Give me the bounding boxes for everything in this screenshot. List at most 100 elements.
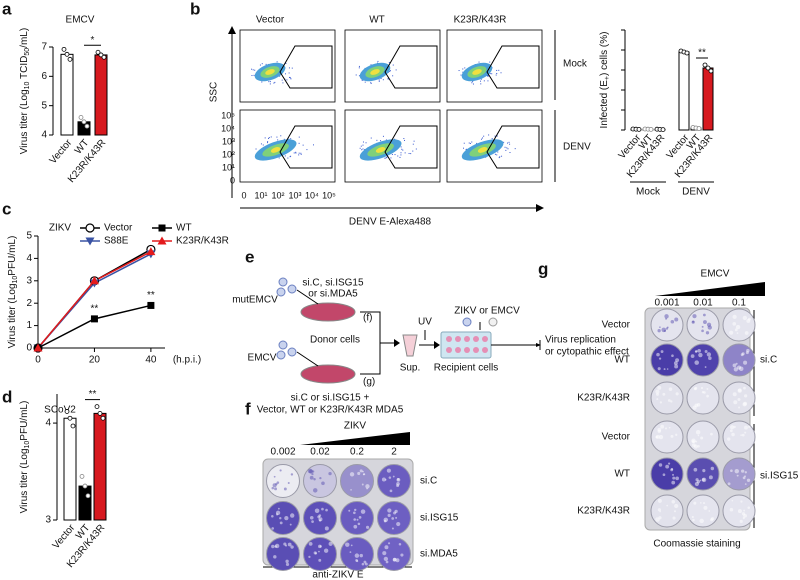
plaque <box>321 507 324 511</box>
well <box>266 464 300 498</box>
plaque <box>701 325 704 328</box>
event-dot <box>370 82 372 84</box>
event-dot <box>488 134 490 136</box>
event-dot <box>302 144 304 146</box>
event-dot <box>400 152 402 154</box>
event-dot <box>380 140 382 142</box>
plaque <box>350 544 353 547</box>
event-dot <box>377 60 379 62</box>
event-dot <box>264 137 266 139</box>
event-dot <box>412 150 414 152</box>
plaque <box>744 425 748 430</box>
plaque <box>673 510 677 513</box>
event-dot <box>312 144 314 146</box>
plaque <box>290 513 295 518</box>
plaque <box>741 433 745 437</box>
panel-label: a <box>2 0 12 18</box>
label: ZIKV or EMCV <box>454 306 520 317</box>
plaque <box>744 471 747 474</box>
gate <box>486 125 540 169</box>
row-label: WT <box>614 469 630 480</box>
event-dot <box>385 139 387 141</box>
replicate-dot <box>705 65 711 71</box>
x-tick-label: 10³ <box>288 190 301 200</box>
event-dot <box>360 145 362 147</box>
arrow-head <box>536 343 541 347</box>
chart-title: EMCV <box>66 15 95 26</box>
bar <box>678 51 690 131</box>
plaque <box>276 513 279 516</box>
plaque <box>657 508 661 512</box>
plaque <box>312 470 315 473</box>
event-dot <box>408 152 410 154</box>
plaque <box>740 434 743 437</box>
y-axis-label-part: Infected (E <box>599 80 610 129</box>
well <box>340 464 374 498</box>
event-dot <box>300 152 302 154</box>
event-dot <box>400 154 402 156</box>
event-dot <box>261 81 263 83</box>
well <box>650 308 684 342</box>
plaque <box>313 488 318 493</box>
plaque <box>311 520 314 523</box>
plate-f: ZIKV 0.002 0.02 0.2 2 si.C si.ISG15 si.M… <box>263 421 459 580</box>
plaque <box>699 479 702 482</box>
group-label: Mock <box>636 187 661 198</box>
plaque <box>321 481 325 486</box>
event-dot <box>469 142 471 144</box>
plaque <box>353 511 356 515</box>
plaque <box>675 476 680 481</box>
connector <box>296 289 396 375</box>
panel-label: b <box>190 0 200 18</box>
plaque <box>694 403 699 408</box>
plaque <box>701 391 705 394</box>
x-tick-label: 0 <box>35 355 41 366</box>
event-dot <box>281 79 283 81</box>
event-dot <box>394 154 396 156</box>
event-dot <box>464 67 466 69</box>
plaque <box>695 350 698 353</box>
panel-label: g <box>538 259 548 278</box>
plaque <box>318 550 320 553</box>
marker <box>146 247 156 256</box>
label: mutEMCV <box>232 295 278 306</box>
plaque <box>659 326 661 329</box>
plaque <box>674 317 679 322</box>
event-dot <box>268 138 270 140</box>
replicate-dot <box>81 119 87 125</box>
tube <box>402 334 418 357</box>
group-label: si.C <box>760 355 777 366</box>
x-tick-label: 10¹ <box>254 190 267 200</box>
plaque <box>277 507 280 510</box>
event-dot <box>270 136 272 138</box>
plaque <box>710 432 713 436</box>
plaque <box>662 392 666 396</box>
event-dot <box>399 156 401 158</box>
replicate-dot <box>684 50 690 56</box>
plaque <box>747 425 751 428</box>
event-dot <box>295 151 297 153</box>
row-label: K23R/K43R <box>577 393 630 404</box>
plaque <box>318 544 322 549</box>
plaque <box>727 437 731 441</box>
plaque <box>668 426 671 429</box>
well <box>266 537 300 571</box>
event-dot <box>480 138 482 140</box>
event-dot <box>252 69 254 71</box>
event-dot <box>471 141 473 143</box>
legend-marker <box>85 237 95 246</box>
plaque <box>279 521 283 525</box>
plaque <box>734 328 738 332</box>
plaque <box>657 385 662 390</box>
x-tick-label: 10⁴ <box>305 190 319 200</box>
plaque <box>702 313 706 317</box>
event-dot <box>291 67 293 69</box>
replicate-dot <box>64 51 70 57</box>
marker <box>33 343 43 352</box>
plaque <box>666 504 669 507</box>
well <box>686 308 720 342</box>
plaque <box>692 314 697 319</box>
plaque <box>396 481 400 486</box>
y-axis-label-part: /mL) <box>19 28 30 48</box>
event-dot <box>394 138 396 140</box>
